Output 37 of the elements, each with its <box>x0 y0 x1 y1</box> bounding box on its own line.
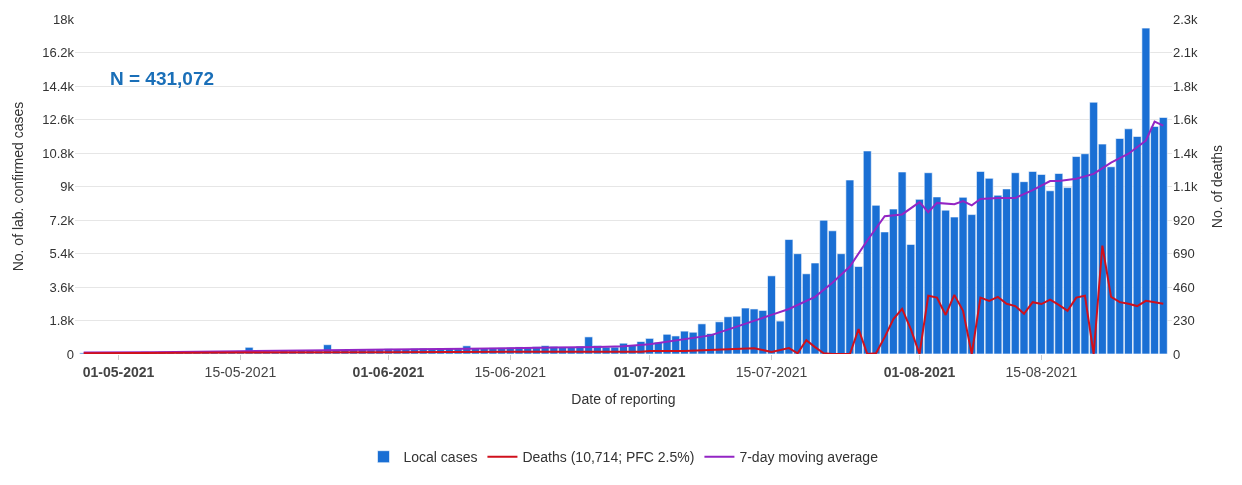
y2-tick-label: 230 <box>1173 313 1195 329</box>
y-tick-label: 12.6k <box>42 112 75 128</box>
x-tick-label: 01-06-2021 <box>352 363 425 380</box>
x-tick-label: 01-08-2021 <box>883 363 956 380</box>
y-tick-label: 10.8k <box>42 145 75 161</box>
y2-tick-label: 690 <box>1173 246 1195 262</box>
y2-tick-label: 460 <box>1173 279 1195 295</box>
y-tick-label: 3.6k <box>49 279 75 295</box>
annotation: N = 431,072 <box>110 68 215 89</box>
x-axis-title: Date of reporting <box>571 391 676 408</box>
legend-label: Deaths (10,714; PFC 2.5%) <box>522 449 695 466</box>
x-tick-label: 15-07-2021 <box>735 363 808 380</box>
y2-tick-label: 1.4k <box>1173 145 1199 161</box>
y-tick-label: 14.4k <box>42 78 75 94</box>
y2-tick-label: 1.8k <box>1173 78 1199 94</box>
y2-tick-label: 2.1k <box>1173 45 1199 61</box>
y-tick-label: 9k <box>60 179 75 195</box>
y-tick-label: 16.2k <box>42 45 75 61</box>
y2-axis-title: No. of deaths <box>1209 144 1226 229</box>
x-tick-label: 15-08-2021 <box>1005 363 1078 380</box>
y2-tick-label: 1.1k <box>1173 179 1199 195</box>
y2-tick-label: 2.3k <box>1173 11 1199 27</box>
legend-label: 7-day moving average <box>739 449 879 466</box>
x-tick-label: 15-05-2021 <box>204 363 277 380</box>
y2-tick-label: 0 <box>1173 346 1181 362</box>
y-tick-label: 7.2k <box>49 212 75 228</box>
y-tick-label: 0 <box>66 346 74 362</box>
y2-tick-label: 920 <box>1173 212 1195 228</box>
y-tick-label: 5.4k <box>49 246 75 262</box>
x-tick-label: 01-07-2021 <box>613 363 686 380</box>
y-tick-label: 18k <box>53 11 75 27</box>
y-axis-title: No. of lab. confirmed cases <box>9 101 26 272</box>
x-tick-label: 15-06-2021 <box>474 363 547 380</box>
legend-label: Local cases <box>403 449 478 466</box>
x-tick-label: 01-05-2021 <box>82 363 155 380</box>
y2-tick-label: 1.6k <box>1173 112 1199 128</box>
y-tick-label: 1.8k <box>49 313 75 329</box>
